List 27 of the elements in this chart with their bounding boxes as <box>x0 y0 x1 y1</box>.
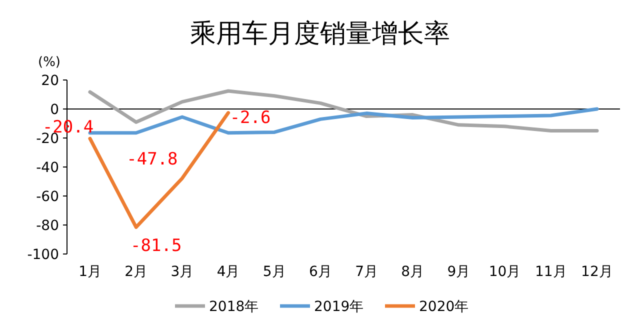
legend-label: 2019年 <box>314 299 364 315</box>
y-tick-label: -20 <box>36 131 59 147</box>
legend-label: 2018年 <box>209 299 259 315</box>
x-tick-label: 2月 <box>124 264 148 280</box>
x-tick-label: 3月 <box>170 264 194 280</box>
y-tick-label: -80 <box>36 218 59 234</box>
x-tick-label: 12月 <box>581 264 613 280</box>
y-tick-label: -100 <box>27 247 59 263</box>
y-axis-title: (%) <box>38 55 60 70</box>
data-label: -81.5 <box>130 236 182 256</box>
x-tick-label: 7月 <box>355 264 378 280</box>
x-tick-label: 1月 <box>78 264 102 280</box>
x-tick-label: 6月 <box>308 264 332 280</box>
legend-label: 2020年 <box>419 299 469 315</box>
data-label: -2.6 <box>230 108 271 128</box>
y-tick-label: 0 <box>50 102 59 118</box>
x-tick-label: 5月 <box>262 264 286 280</box>
x-tick-label: 8月 <box>401 264 424 280</box>
y-tick-label: 20 <box>41 73 59 89</box>
y-tick-label: -60 <box>36 189 59 205</box>
x-tick-label: 9月 <box>447 264 470 280</box>
chart-title: 乘用车月度销量增长率 <box>190 19 450 49</box>
x-tick-label: 11月 <box>534 264 567 280</box>
data-label: -47.8 <box>126 149 178 170</box>
x-tick-label: 4月 <box>216 264 240 280</box>
x-tick-label: 10月 <box>488 264 521 280</box>
y-tick-label: -40 <box>36 160 59 176</box>
